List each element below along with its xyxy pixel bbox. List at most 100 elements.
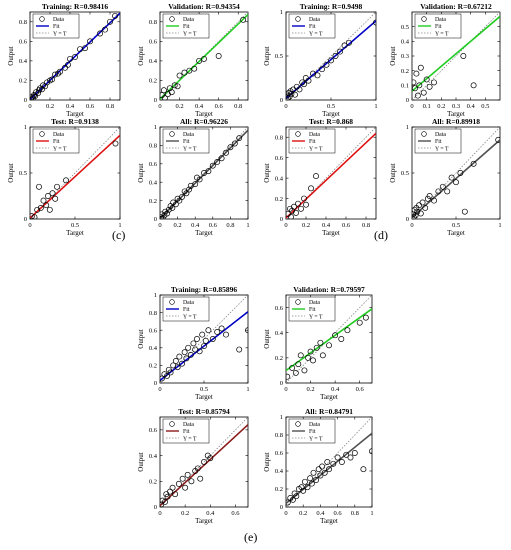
y-tick-label: 0.6 xyxy=(275,305,284,312)
fit-line xyxy=(286,308,372,372)
x-axis-label: Target xyxy=(195,393,213,401)
data-point xyxy=(346,39,352,46)
y-axis-label: Output xyxy=(263,46,271,66)
y-tick-label: 0.6 xyxy=(149,327,158,334)
data-point xyxy=(460,53,467,59)
data-point xyxy=(313,477,320,483)
data-point xyxy=(319,352,326,359)
data-point xyxy=(412,212,419,219)
data-point xyxy=(236,346,243,353)
data-point xyxy=(199,331,206,338)
legend-data-label: Data xyxy=(309,300,320,306)
x-tick-label: 0 xyxy=(284,103,287,110)
legend-yt-label: Y = T xyxy=(309,147,323,153)
data-point xyxy=(207,455,214,462)
y-axis-label: Output xyxy=(7,163,15,183)
data-point xyxy=(223,331,229,338)
x-tick-label: 0 xyxy=(28,103,31,110)
x-tick-label: 0.5 xyxy=(327,103,335,110)
legend-data-marker xyxy=(169,299,175,305)
legend-fit-label: Fit xyxy=(309,139,316,145)
data-point xyxy=(319,463,326,470)
data-point xyxy=(330,460,337,467)
fit-line xyxy=(30,12,120,100)
data-point xyxy=(431,197,437,204)
y-tick-label: 0.6 xyxy=(275,450,284,457)
y-tick-label: 0.4 xyxy=(275,330,284,337)
data-point xyxy=(324,459,331,465)
legend-data-marker xyxy=(169,131,175,137)
legend-data-marker xyxy=(39,16,45,22)
legend-fit-label: Fit xyxy=(183,307,190,313)
data-point xyxy=(470,160,477,167)
x-tick-label: 0.6 xyxy=(209,222,218,229)
data-point xyxy=(332,332,339,339)
y-tick-label: 0 xyxy=(406,97,409,104)
data-point xyxy=(426,83,433,90)
data-point xyxy=(301,81,307,88)
data-point xyxy=(176,353,183,360)
x-tick-label: 0.6 xyxy=(231,510,240,517)
x-tick-label: 0.6 xyxy=(356,386,365,393)
legend-fit-label: Fit xyxy=(183,429,190,435)
y-tick-label: 0.5 xyxy=(401,24,409,31)
data-point xyxy=(45,193,51,199)
legend-yt-label: Y = T xyxy=(183,315,197,321)
data-point xyxy=(417,64,424,71)
y-tick-label: 0 xyxy=(280,380,283,387)
data-point xyxy=(301,367,308,374)
x-tick-label: 0.8 xyxy=(234,103,242,110)
y-tick-label: 0.5 xyxy=(19,170,27,177)
data-point xyxy=(470,82,477,89)
data-point xyxy=(174,364,181,371)
data-point xyxy=(188,478,195,485)
y-tick-label: 0.2 xyxy=(149,198,157,205)
data-point xyxy=(419,199,426,206)
x-tick-label: 0.6 xyxy=(334,510,343,517)
data-point xyxy=(343,451,350,458)
data-point xyxy=(338,336,345,342)
x-tick-label: 0.5 xyxy=(481,103,489,110)
legend-fit-label: Fit xyxy=(183,24,190,30)
data-point xyxy=(412,79,417,86)
legend-data-marker xyxy=(295,421,301,427)
legend-yt-label: Y = T xyxy=(183,32,197,38)
x-tick-label: 1 xyxy=(246,386,249,393)
fit-line xyxy=(160,424,248,507)
y-tick-label: 0.6 xyxy=(149,39,158,46)
data-point xyxy=(179,475,186,482)
data-point xyxy=(332,53,339,59)
y-tick-label: 0.2 xyxy=(149,478,157,485)
legend-data-label: Data xyxy=(183,17,194,23)
x-tick-label: 0.8 xyxy=(351,510,359,517)
data-point xyxy=(341,42,348,49)
data-point xyxy=(201,459,207,465)
data-point xyxy=(297,352,304,359)
data-point xyxy=(338,459,345,465)
legend-fit-label: Fit xyxy=(53,24,60,30)
data-point xyxy=(107,18,113,25)
chart-title: All: R=0.96226 xyxy=(180,117,228,126)
data-point xyxy=(223,149,229,156)
y-tick-label: 0 xyxy=(24,97,27,104)
legend-data-label: Data xyxy=(309,17,320,23)
data-point xyxy=(416,82,423,89)
fit-line xyxy=(160,311,248,381)
data-point xyxy=(172,358,179,364)
data-point xyxy=(328,57,334,64)
data-point xyxy=(52,71,58,78)
y-tick-label: 0.5 xyxy=(401,170,409,177)
y-tick-label: 0.6 xyxy=(19,39,28,46)
fit-line xyxy=(412,15,500,92)
y-tick-label: 0 xyxy=(154,380,157,387)
data-point xyxy=(308,185,314,192)
x-tick-label: 0 xyxy=(410,222,413,229)
data-point xyxy=(182,484,189,491)
legend-yt-label: Y = T xyxy=(309,315,323,321)
legend-fit-label: Fit xyxy=(309,429,316,435)
y-tick-label: 0 xyxy=(280,97,283,104)
y-tick-label: 1 xyxy=(406,124,409,131)
y-tick-label: 0 xyxy=(154,216,157,223)
y-tick-label: 0.8 xyxy=(149,310,157,317)
